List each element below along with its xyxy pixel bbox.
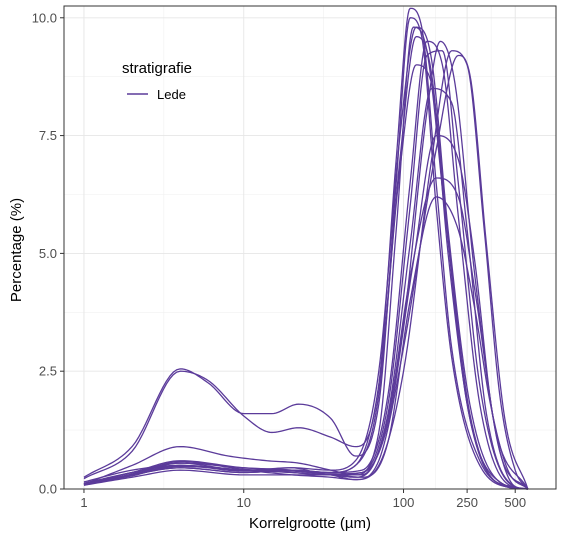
legend-title: stratigrafie [122,60,192,77]
series-line-11 [83,64,528,490]
x-tick-label: 100 [393,495,415,510]
y-tick-label: 7.5 [39,128,57,143]
x-tick-label: 10 [237,495,251,510]
legend-label: Lede [157,87,186,102]
y-axis-title: Percentage (%) [8,198,25,302]
series-layer [83,7,529,490]
series-line-7 [83,196,529,490]
x-axis-title: Korrelgrootte (µm) [249,515,371,532]
y-tick-label: 10.0 [32,10,57,25]
panel-border [63,5,557,490]
y-tick-label: 5.0 [39,246,57,261]
y-tick-label: 2.5 [39,364,57,379]
x-axis: 1 10 100 250 500 [80,489,526,510]
series-line-12 [83,40,528,490]
x-tick-label: 500 [504,495,526,510]
x-tick-label: 1 [80,495,87,510]
series-line-14 [83,87,528,490]
y-tick-label: 0.0 [39,482,57,497]
series-line-9 [83,35,528,490]
legend: stratigrafie Lede [122,60,192,102]
y-axis: 0.0 2.5 5.0 7.5 10.0 [32,10,64,497]
series-line-15 [83,134,528,490]
series-line-2 [83,7,528,490]
x-tick-label: 250 [456,495,478,510]
